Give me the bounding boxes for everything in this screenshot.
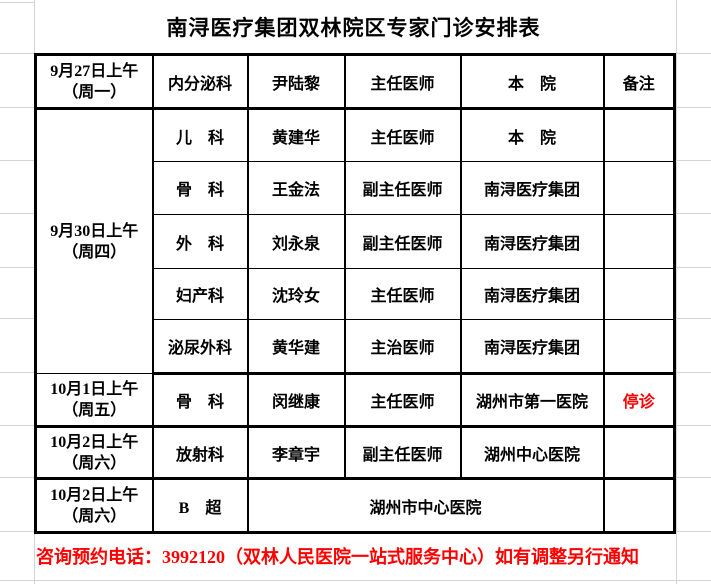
table-row: 泌尿外科 黄华建 主治医师 南浔医疗集团 [36,319,676,375]
gridline [676,160,711,161]
schedule-table: 9月27日上午 （周一） 内分泌科 尹陆黎 主任医师 本 院 备注 9月30日上… [34,53,676,534]
table-row: 骨 科 王金法 副主任医师 南浔医疗集团 [36,161,676,215]
gridline [676,213,711,214]
department-cell: 儿 科 [151,108,249,162]
hospital-cell: 湖州中心医院 [459,426,605,480]
doctor-title-cell: 副主任医师 [343,214,462,269]
gridline [0,107,34,108]
footer-notice: 咨询预约电话：3992120（双林人民医院一站式服务中心）如有调整另行通知 [36,546,639,567]
gridline [0,477,34,478]
page-title: 南浔医疗集团双林院区专家门诊安排表 [166,15,541,40]
department-cell: 妇产科 [151,268,249,320]
doctor-name-cell: 闵继康 [246,373,346,428]
remark-suspended-cell: 停诊 [602,373,676,428]
doctor-title-cell: 主任医师 [343,108,462,162]
doctor-title-cell: 副主任医师 [343,426,462,480]
gridline [0,160,34,161]
remark-cell [602,161,676,215]
department-cell: 骨 科 [151,161,249,215]
doctor-name-cell: 王金法 [246,161,346,215]
doctor-name-cell: 沈玲女 [246,268,346,320]
date-cell: 9月30日上午 （周四） [34,108,154,374]
gridline [676,318,711,319]
hospital-cell: 本 院 [459,108,605,162]
doctor-name-cell: 黄华建 [246,319,346,375]
remark-cell [602,319,676,375]
gridline [0,425,34,426]
doctor-title-cell: 主任医师 [343,373,462,428]
table-row: 外 科 刘永泉 副主任医师 南浔医疗集团 [36,214,676,269]
remark-cell [602,478,676,533]
department-cell: 骨 科 [151,373,249,428]
doctor-name-cell: 黄建华 [246,108,346,162]
department-cell: B 超 [151,478,249,533]
date-cell: 10月2日上午 （周六） [34,426,154,480]
doctor-name-cell: 刘永泉 [246,214,346,269]
gridline [676,477,711,478]
gridline [0,372,34,373]
hospital-cell: 南浔医疗集团 [459,319,605,375]
department-cell: 放射科 [151,426,249,480]
department-cell: 内分泌科 [151,54,249,110]
remark-cell [602,108,676,162]
doctor-name-cell: 尹陆黎 [246,54,346,110]
hospital-cell: 本 院 [459,54,605,110]
gridline [676,53,711,54]
gridline [676,372,711,373]
gridline [0,213,34,214]
date-cell: 10月2日上午 （周六） [34,478,154,533]
doctor-name-cell: 李章宇 [246,426,346,480]
gridline [0,53,34,54]
remark-cell [602,268,676,320]
gridline [0,580,711,581]
table-row: 妇产科 沈玲女 主任医师 南浔医疗集团 [36,268,676,320]
hospital-cell: 湖州市第一医院 [459,373,605,428]
table-row: 10月2日上午 （周六） 放射科 李章宇 副主任医师 湖州中心医院 [34,426,676,480]
doctor-title-cell: 副主任医师 [343,161,462,215]
gridline [676,267,711,268]
table-row: 10月2日上午 （周六） B 超 湖州市中心医院 [34,478,676,533]
gridline [676,531,711,532]
date-cell: 9月27日上午 （周一） [34,54,154,110]
table-row: 9月27日上午 （周一） 内分泌科 尹陆黎 主任医师 本 院 备注 [34,54,676,110]
doctor-title-cell: 主任医师 [343,268,462,320]
gridline [0,318,34,319]
gridline [676,107,711,108]
remark-cell [602,426,676,480]
table-row: 10月1日上午 （周五） 骨 科 闵继康 主任医师 湖州市第一医院 停诊 [34,373,676,428]
doctor-title-cell: 主任医师 [343,54,462,110]
department-cell: 外 科 [151,214,249,269]
hospital-cell-merged: 湖州市中心医院 [246,478,605,533]
hospital-cell: 南浔医疗集团 [459,161,605,215]
department-cell: 泌尿外科 [151,319,249,375]
gridline [0,2,34,3]
doctor-title-cell: 主治医师 [343,319,462,375]
table-row: 9月30日上午 （周四） 儿 科 黄建华 主任医师 本 院 [34,108,676,374]
gridline [0,267,34,268]
date-cell: 10月1日上午 （周五） [34,373,154,428]
hospital-cell: 南浔医疗集团 [459,214,605,269]
gridline [0,531,34,532]
gridline [676,425,711,426]
gridline [676,0,677,584]
hospital-cell: 南浔医疗集团 [459,268,605,320]
remark-cell [602,214,676,269]
remark-header-cell: 备注 [602,54,676,110]
